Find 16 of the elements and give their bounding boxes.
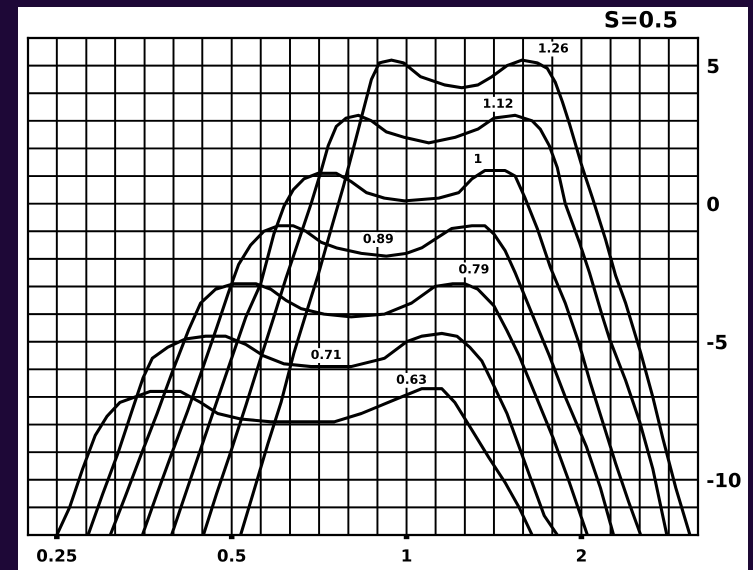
y-tick-label: 5 bbox=[708, 58, 719, 74]
y-tick-label: -5 bbox=[707, 334, 727, 350]
annotation: 1.12 bbox=[484, 98, 512, 108]
y-tick-label: -10 bbox=[707, 472, 741, 488]
x-tick-label: 0.5 bbox=[218, 549, 246, 562]
annotation: 0.63 bbox=[396, 374, 426, 384]
annotation: 1.26 bbox=[539, 43, 568, 53]
x-tick-label: 2 bbox=[576, 549, 586, 562]
y-tick-label: 0 bbox=[707, 196, 719, 212]
annotation: 0.71 bbox=[311, 350, 341, 360]
annotation: 0.79 bbox=[459, 264, 489, 274]
chart-title: S=0.5 bbox=[606, 10, 676, 28]
annotation: 1 bbox=[474, 154, 482, 163]
x-tick-label: 1 bbox=[402, 549, 412, 562]
annotation: 0.89 bbox=[363, 234, 393, 244]
x-tick-label: 0.25 bbox=[37, 549, 76, 562]
